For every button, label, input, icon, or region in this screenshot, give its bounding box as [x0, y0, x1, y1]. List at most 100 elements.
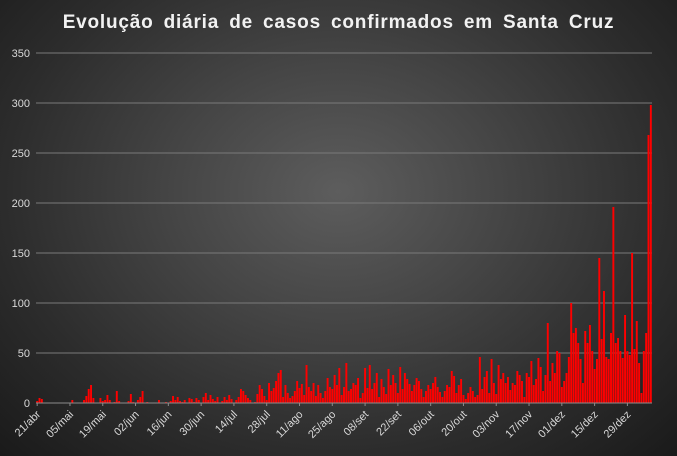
bar — [244, 395, 247, 403]
bar — [544, 375, 547, 403]
bar — [565, 373, 568, 403]
bar — [506, 377, 509, 403]
bar — [90, 385, 93, 403]
bar — [408, 384, 411, 403]
bar — [492, 383, 495, 403]
bar — [307, 387, 310, 403]
bar — [530, 361, 533, 403]
bar — [223, 397, 226, 403]
bar — [546, 323, 549, 403]
bar — [211, 399, 214, 403]
bar — [499, 379, 502, 403]
bar — [434, 377, 437, 403]
bar — [127, 401, 130, 403]
x-tick-label: 14/jul — [213, 409, 240, 436]
bar — [523, 397, 526, 403]
bar — [85, 396, 88, 403]
bar — [387, 369, 390, 403]
bar — [624, 315, 627, 403]
bar — [483, 377, 486, 403]
bar — [380, 379, 383, 403]
bar — [83, 400, 85, 403]
bar — [361, 393, 364, 403]
bar — [174, 400, 177, 403]
bar — [403, 373, 406, 403]
y-tick-label: 50 — [18, 348, 30, 360]
bar — [647, 135, 650, 403]
bar — [340, 395, 343, 403]
bar — [183, 400, 186, 403]
x-tick-label: 17/nov — [503, 408, 535, 440]
bar — [619, 351, 622, 403]
bar — [495, 394, 498, 403]
bar — [471, 391, 474, 403]
bar — [237, 397, 240, 403]
bar — [516, 371, 519, 403]
bar — [448, 387, 451, 403]
bar — [441, 397, 444, 403]
bar — [443, 391, 446, 403]
bar — [464, 399, 467, 403]
bar — [354, 385, 357, 403]
bar — [298, 388, 301, 403]
bar — [179, 401, 182, 403]
bar — [300, 384, 303, 403]
bar — [476, 395, 479, 403]
x-tick-label: 29/dez — [602, 409, 634, 441]
bar — [38, 398, 41, 403]
bar — [230, 399, 233, 403]
bar — [628, 355, 631, 403]
bar — [549, 381, 552, 403]
bar — [621, 358, 624, 403]
bar — [532, 385, 535, 403]
bar — [588, 325, 591, 403]
bar — [586, 343, 589, 403]
bar — [71, 400, 74, 403]
bar — [389, 385, 392, 403]
bar — [296, 381, 299, 403]
bar — [635, 321, 638, 403]
bar — [572, 333, 575, 403]
x-tick-label: 28/jul — [246, 409, 273, 436]
bar — [176, 397, 179, 403]
bar — [631, 253, 634, 403]
bar — [450, 371, 453, 403]
x-tick-label: 05/mai — [44, 409, 76, 441]
bar — [469, 387, 472, 403]
bar — [129, 394, 132, 403]
bar — [593, 369, 596, 403]
bar — [209, 395, 212, 403]
bar — [139, 397, 142, 403]
bar — [425, 391, 427, 403]
bar — [453, 376, 456, 403]
bar — [481, 389, 484, 403]
x-tick-label: 03/nov — [471, 408, 503, 440]
bar — [579, 359, 582, 403]
bar — [446, 385, 449, 403]
bar — [263, 396, 266, 403]
y-tick-label: 150 — [12, 248, 30, 260]
bar — [169, 401, 172, 403]
bar — [509, 390, 512, 403]
bar — [324, 391, 327, 403]
bar — [190, 399, 193, 403]
bar — [108, 400, 111, 403]
bar — [172, 396, 174, 403]
bar — [249, 400, 252, 403]
bar — [326, 378, 329, 403]
bar — [239, 389, 242, 403]
bar — [467, 393, 470, 403]
bar — [336, 385, 338, 403]
bar — [207, 400, 210, 403]
bar — [321, 398, 324, 403]
bar — [277, 373, 280, 403]
bar — [158, 400, 160, 403]
bar — [521, 381, 523, 403]
x-tick-label: 11/ago — [274, 409, 306, 441]
x-tick-label: 15/dez — [569, 409, 601, 441]
bar — [242, 391, 245, 403]
bar — [406, 379, 409, 403]
bar — [328, 387, 331, 403]
bar — [595, 359, 598, 403]
bar — [518, 375, 521, 403]
